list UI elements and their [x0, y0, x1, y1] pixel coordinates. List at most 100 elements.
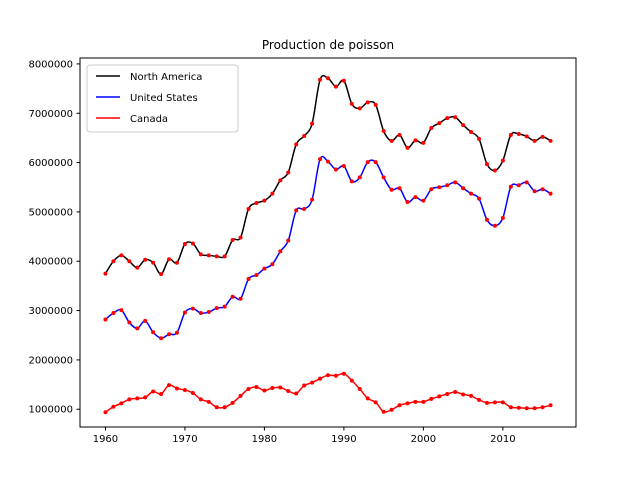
data-point — [230, 238, 235, 243]
data-point — [357, 175, 362, 180]
data-point — [246, 387, 251, 392]
data-point — [151, 389, 156, 394]
data-point — [103, 317, 108, 322]
data-point — [548, 138, 553, 143]
data-point — [349, 101, 354, 106]
data-point — [326, 159, 330, 164]
data-point — [190, 241, 195, 246]
data-point — [326, 76, 330, 81]
plot-area — [103, 74, 553, 415]
data-point — [111, 259, 116, 264]
data-point — [373, 102, 378, 107]
data-point — [230, 294, 235, 299]
x-tick-label: 1970 — [172, 434, 197, 445]
data-point — [421, 399, 426, 404]
data-point — [214, 405, 219, 410]
data-point — [270, 191, 275, 196]
data-point — [302, 206, 307, 211]
axes: 1960 1970 1980 1990 2000 2010 1000000 2000000 30… — [28, 57, 577, 445]
data-point — [357, 387, 362, 392]
data-point — [437, 394, 442, 399]
chart-title: Production de poisson — [262, 38, 394, 52]
data-point — [405, 401, 410, 406]
y-tick-label: 6000000 — [28, 158, 73, 169]
data-point — [143, 257, 148, 262]
y-tick-label: 1000000 — [28, 405, 73, 416]
data-point — [270, 386, 275, 391]
data-point — [500, 400, 505, 405]
data-point — [278, 178, 283, 183]
data-point — [477, 196, 482, 201]
data-point — [484, 400, 489, 405]
data-point — [174, 260, 179, 265]
data-point — [310, 121, 315, 126]
data-point — [214, 254, 219, 259]
data-point — [453, 389, 458, 394]
data-point — [254, 385, 259, 390]
x-tick-label: 2000 — [411, 434, 436, 445]
data-point — [174, 386, 179, 391]
data-point — [119, 308, 124, 313]
data-point — [238, 393, 243, 398]
legend-label-3: Canada — [130, 114, 168, 125]
data-point — [437, 121, 442, 126]
data-point — [389, 407, 394, 412]
data-point — [198, 397, 203, 402]
data-point — [159, 391, 164, 396]
data-point — [453, 180, 458, 185]
y-tick-label: 3000000 — [28, 306, 73, 317]
legend-label-2: United States — [130, 93, 198, 104]
y-tick-label: 5000000 — [28, 207, 73, 218]
y-tick-label: 7000000 — [28, 109, 73, 120]
data-point — [286, 388, 291, 393]
x-tick-label: 1960 — [93, 434, 118, 445]
data-point — [548, 403, 553, 408]
data-point — [151, 330, 156, 335]
data-point — [270, 262, 275, 267]
data-point — [365, 396, 370, 401]
data-point — [103, 271, 108, 276]
data-point — [167, 257, 172, 262]
data-point — [516, 405, 521, 410]
x-tick-label: 2010 — [490, 434, 515, 445]
data-point — [135, 265, 140, 270]
data-point — [302, 383, 307, 388]
data-point — [373, 160, 378, 165]
data-point — [190, 390, 195, 395]
data-point — [477, 136, 482, 141]
data-point — [302, 133, 307, 138]
data-point — [111, 311, 116, 316]
x-tick-label: 1980 — [252, 434, 277, 445]
data-point — [119, 253, 124, 258]
data-point — [262, 388, 267, 393]
data-point — [127, 259, 132, 264]
data-point — [532, 406, 537, 411]
data-point — [532, 189, 537, 194]
data-point — [445, 116, 450, 121]
data-point — [445, 183, 450, 188]
data-point — [206, 310, 211, 315]
data-point — [135, 326, 140, 331]
data-point — [341, 78, 346, 83]
data-point — [318, 157, 323, 162]
data-point — [286, 238, 291, 243]
data-point — [540, 187, 545, 192]
data-point — [437, 185, 442, 190]
data-point — [167, 332, 172, 337]
data-point — [294, 142, 299, 147]
data-point — [127, 397, 132, 402]
data-point — [373, 400, 378, 405]
data-point — [238, 235, 243, 240]
data-point — [294, 391, 299, 396]
data-point — [524, 406, 529, 411]
data-point — [151, 260, 156, 265]
data-point — [540, 405, 545, 410]
data-point — [389, 138, 394, 143]
data-point — [421, 140, 426, 145]
data-point — [500, 215, 505, 220]
data-point — [333, 84, 338, 89]
data-point — [548, 191, 553, 196]
data-point — [389, 187, 394, 192]
data-point — [222, 254, 227, 259]
data-point — [198, 311, 203, 316]
